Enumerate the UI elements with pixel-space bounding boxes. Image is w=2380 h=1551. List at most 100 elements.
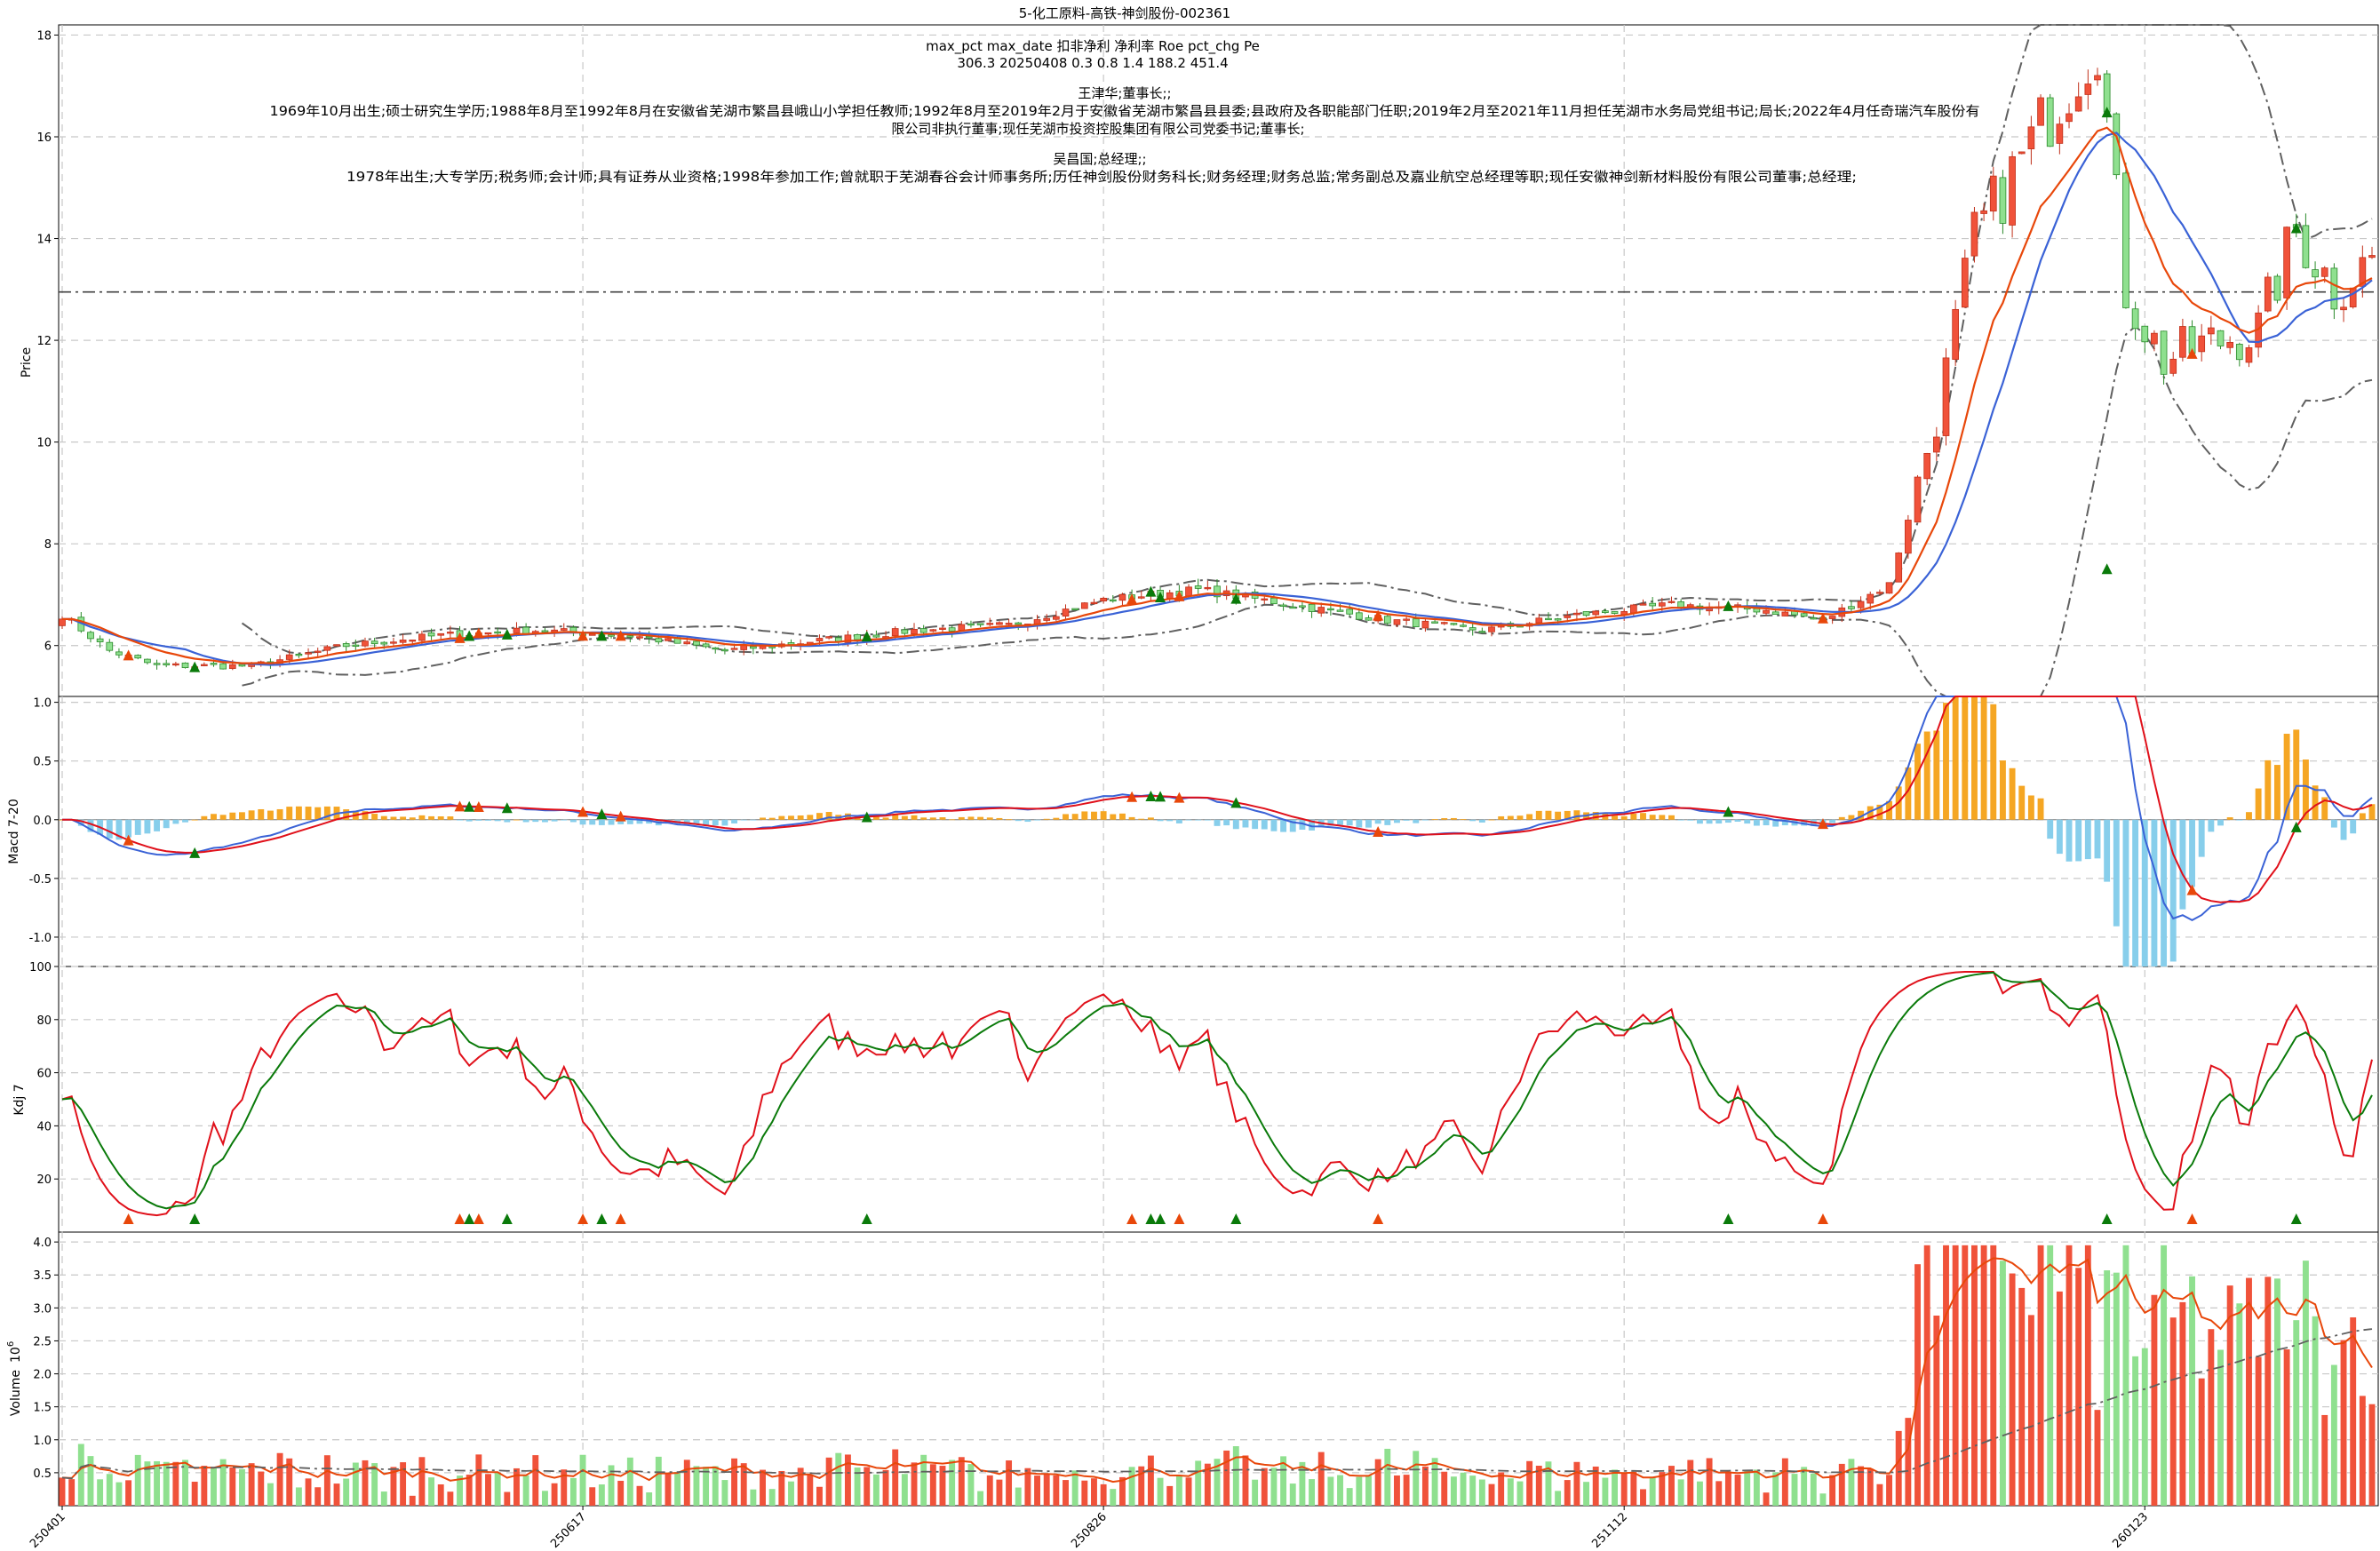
price-buy-marker xyxy=(2186,347,2198,359)
candle-body xyxy=(1545,617,1552,621)
macd-hist-bar xyxy=(1413,819,1420,823)
candle-body xyxy=(115,651,123,656)
macd-buy-marker xyxy=(615,810,626,822)
volume-bar xyxy=(1261,1467,1268,1506)
volume-bar xyxy=(2169,1317,2177,1506)
macd-hist-bar xyxy=(485,819,491,821)
macd-hist-bar xyxy=(646,819,653,824)
macd-hist-bar xyxy=(2246,812,2252,820)
candle-body xyxy=(919,628,927,633)
volume-bar xyxy=(1801,1467,1808,1506)
price-buy-marker xyxy=(454,632,466,643)
candle-body xyxy=(2349,287,2357,307)
macd-hist-bar xyxy=(2312,785,2319,820)
vol-ytick-label: 2.0 xyxy=(33,1369,52,1382)
volume-bar xyxy=(333,1483,340,1506)
candle-body xyxy=(2320,267,2328,277)
macd-hist-bar xyxy=(1309,819,1316,831)
candle-body xyxy=(1857,601,1865,608)
macd-hist-bar xyxy=(409,817,416,820)
volume-bar xyxy=(323,1455,330,1506)
macd-hist-bar xyxy=(939,817,946,820)
candle-body xyxy=(1763,609,1770,614)
price-sell-marker xyxy=(189,661,201,672)
volume-bar xyxy=(1952,1245,1959,1506)
macd-hist-bar xyxy=(2368,804,2376,820)
candle-body xyxy=(1885,582,1893,594)
vol-ytick-label: 4.0 xyxy=(33,1237,52,1250)
candle-body xyxy=(1658,602,1666,607)
macd-hist-bar xyxy=(986,817,993,820)
volume-bar xyxy=(1450,1476,1457,1506)
price-buy-marker xyxy=(123,649,134,661)
macd-hist-bar xyxy=(2189,819,2195,887)
volume-bar xyxy=(276,1452,283,1506)
macd-hist-bar xyxy=(2075,819,2082,862)
candle-body xyxy=(2151,332,2158,345)
volume-bar xyxy=(211,1468,217,1506)
macd-hist-bar xyxy=(1261,819,1268,830)
macd-hist-bar xyxy=(248,810,255,820)
ma-fast-line xyxy=(62,126,2373,664)
macd-hist-bar xyxy=(1175,819,1182,823)
volume-bar xyxy=(1204,1463,1211,1506)
volume-bar xyxy=(182,1460,188,1506)
volume-bar xyxy=(1309,1479,1316,1506)
macd-hist-bar xyxy=(267,810,274,820)
volume-bar xyxy=(655,1456,662,1506)
candle-body xyxy=(1270,597,1278,605)
kdj-ylabel: Kdj 7 xyxy=(12,1084,27,1115)
volume-bar xyxy=(1659,1472,1666,1506)
macd-hist-bar xyxy=(1327,819,1334,826)
macd-hist-bar xyxy=(201,815,208,820)
volume-bar xyxy=(1242,1455,1249,1506)
volume-bar xyxy=(2075,1268,2082,1506)
person1-bio-2: 限公司非执行董事;现任芜湖市投资控股集团有限公司党委书记;董事长; xyxy=(891,121,1304,137)
macd-hist-bar xyxy=(1715,819,1723,824)
macd-hist-bar xyxy=(2236,819,2243,821)
volume-bar xyxy=(2350,1316,2357,1506)
volume-bar xyxy=(106,1474,113,1506)
macd-hist-bar xyxy=(2141,819,2148,966)
volume-bar xyxy=(1327,1476,1334,1506)
macd-hist-bar xyxy=(2321,797,2328,820)
candle-body xyxy=(352,644,360,648)
candle-body xyxy=(1848,606,1855,609)
vol-ytick-label: 3.0 xyxy=(33,1302,52,1316)
volume-bar xyxy=(2208,1329,2215,1506)
volume-bar xyxy=(1696,1481,1703,1506)
candle-body xyxy=(1469,627,1477,631)
candle-body xyxy=(295,653,303,656)
volume-bar xyxy=(683,1460,690,1506)
candle-body xyxy=(1185,586,1192,597)
volume-bar xyxy=(1299,1461,1306,1506)
price-ytick-label: 12 xyxy=(36,335,52,348)
candle-body xyxy=(1923,452,1931,480)
volume-bar xyxy=(1990,1245,1997,1506)
macd-hist-bar xyxy=(929,817,936,820)
macd-hist-bar xyxy=(1526,814,1533,820)
macd-hist-bar xyxy=(967,816,975,820)
kdj-buy-marker xyxy=(2186,1213,2198,1224)
volume-bar xyxy=(1545,1461,1552,1506)
volume-bar xyxy=(286,1458,293,1506)
volume-bar xyxy=(1526,1460,1533,1506)
macd-hist-bar xyxy=(1943,703,1949,820)
price-ytick-label: 8 xyxy=(44,538,52,552)
macd-hist-bar xyxy=(1724,819,1731,823)
volume-bar xyxy=(2084,1245,2091,1506)
candle-body xyxy=(1109,599,1117,602)
macd-hist-bar xyxy=(276,808,283,820)
kdj-buy-marker xyxy=(473,1213,484,1224)
macd-hist-bar xyxy=(2113,819,2120,927)
volume-bar xyxy=(229,1467,236,1506)
volume-bar xyxy=(1583,1482,1590,1506)
candle-body xyxy=(380,641,388,645)
macd-hist-bar xyxy=(1081,811,1088,820)
macd-hist-bar xyxy=(1053,817,1060,820)
macd-hist-bar xyxy=(286,807,293,820)
macd-hist-bar xyxy=(1365,819,1372,828)
volume-bar xyxy=(589,1487,596,1506)
macd-hist-bar xyxy=(1630,814,1637,820)
candle-body xyxy=(1582,611,1590,616)
